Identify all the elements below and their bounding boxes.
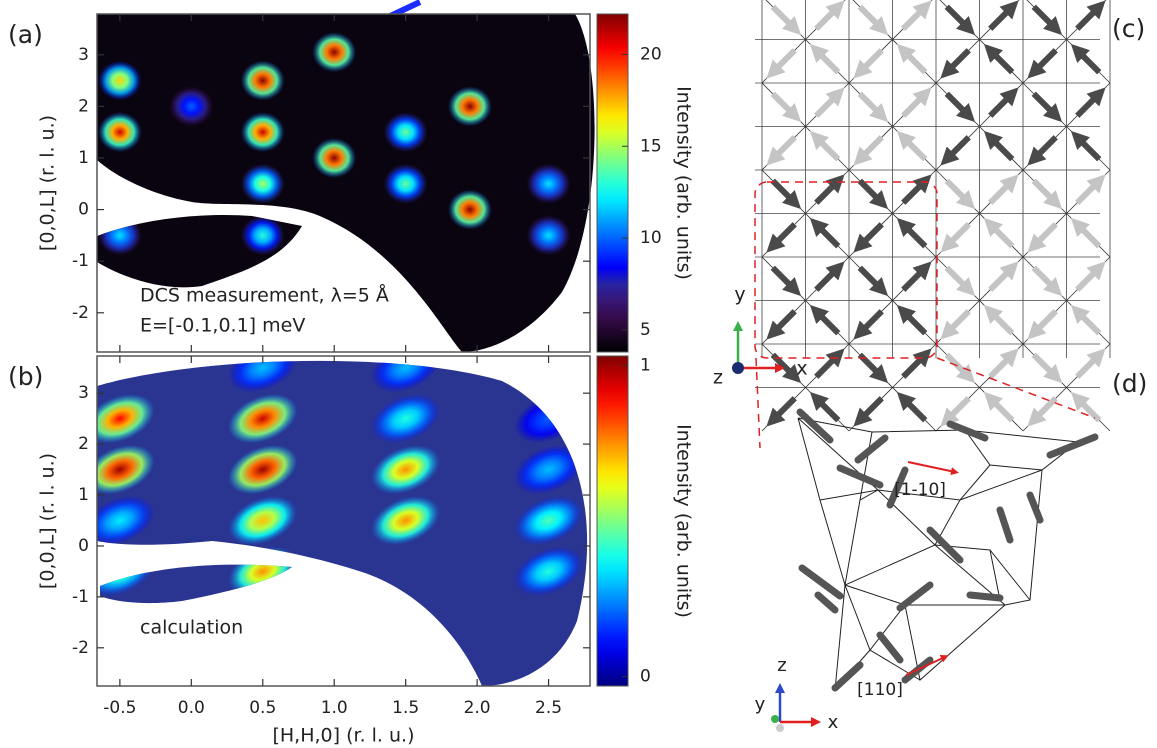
x-tick-label: 1.5	[392, 698, 419, 718]
y-tick-label: -2	[72, 638, 89, 658]
axis-label: z	[713, 367, 723, 389]
colorbar-label: Intensity (arb. units)	[673, 86, 695, 280]
x-tick-label: 0.5	[249, 698, 276, 718]
y-tick-label: -1	[72, 587, 89, 607]
peak	[241, 112, 285, 152]
colorbar-tick-label: 0	[640, 667, 651, 687]
x-axis-label: [H,H,0] (r. l. u.)	[272, 725, 414, 747]
direction-label: [1-10]	[894, 480, 946, 500]
x-tick-label: 2.5	[535, 698, 562, 718]
colorbar-label: Intensity (arb. units)	[673, 424, 695, 618]
peak	[98, 61, 142, 101]
y-tick-label: 1	[78, 148, 89, 168]
peak	[448, 190, 492, 230]
y-tick-label: 2	[78, 96, 89, 116]
annotation: calculation	[140, 617, 243, 639]
annotation: DCS measurement, λ=5 Å	[140, 284, 389, 307]
colorbar	[597, 356, 628, 686]
axis-label: x	[828, 712, 839, 733]
colorbar-tick-label: 10	[640, 228, 662, 248]
y-tick-label: 0	[78, 536, 89, 556]
axis-label: y	[755, 694, 766, 715]
axis-label: x	[796, 358, 807, 380]
peak	[312, 32, 356, 72]
peak	[241, 215, 285, 255]
annotation: E=[-0.1,0.1] meV	[140, 315, 305, 337]
y-tick-label: -1	[72, 251, 89, 271]
colorbar-tick-label: 15	[640, 136, 662, 156]
direction-label: [110]	[857, 680, 903, 700]
axis-dot	[776, 724, 784, 732]
panel-label: (a)	[8, 20, 43, 49]
axis-label: z	[777, 655, 786, 676]
x-tick-label: 1.0	[321, 698, 348, 718]
y-tick-label: 1	[78, 485, 89, 505]
x-tick-label: 0.0	[178, 698, 205, 718]
peak	[241, 164, 285, 204]
colorbar-tick-label: 5	[640, 320, 651, 340]
peak	[98, 112, 142, 152]
axis-label: y	[734, 284, 745, 306]
peak	[312, 138, 356, 178]
x-tick-label: -0.5	[103, 698, 136, 718]
peak	[241, 61, 285, 101]
peak	[384, 112, 428, 152]
y-tick-label: -2	[72, 303, 89, 323]
colorbar-tick-label: 20	[640, 44, 662, 64]
y-tick-label: 3	[78, 383, 89, 403]
colorbar	[597, 14, 628, 352]
colorbar-tick-label: 1	[640, 355, 651, 375]
page: {"chart_data": [ {"type": "heatmap", "pa…	[0, 0, 1157, 748]
panel-label: (c)	[1112, 14, 1145, 43]
axis-dot	[732, 362, 744, 374]
x-tick-label: 2.0	[464, 698, 491, 718]
panel-label: (d)	[1112, 369, 1147, 398]
axis-dot	[771, 715, 779, 723]
peak	[527, 215, 571, 255]
y-axis-label: [0,0,L] (r. l. u.)	[37, 115, 59, 251]
y-tick-label: 0	[78, 200, 89, 220]
figure: (c) (d) y z x [1-10] [110] z y x -2 -1 0 1 2…	[0, 0, 1157, 748]
peak	[527, 164, 571, 204]
y-axis-label: [0,0,L] (r. l. u.)	[37, 453, 59, 589]
y-tick-label: 2	[78, 434, 89, 454]
peak	[448, 86, 492, 126]
y-tick-label: 3	[78, 45, 89, 65]
peak	[384, 164, 428, 204]
peak	[169, 86, 213, 126]
panel-label: (b)	[8, 362, 43, 391]
